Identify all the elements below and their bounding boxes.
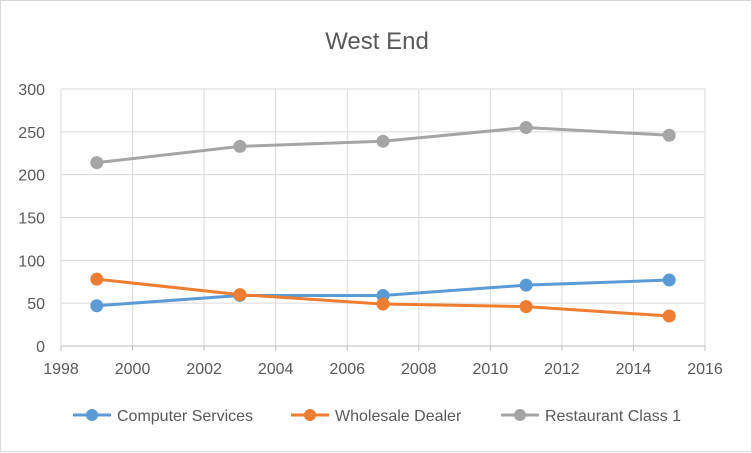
- data-point: [376, 297, 390, 311]
- x-tick-label: 2010: [473, 361, 509, 378]
- data-point: [233, 139, 247, 153]
- data-point: [90, 272, 104, 286]
- x-tick-label: 1998: [43, 361, 79, 378]
- legend-swatch-marker: [304, 409, 316, 421]
- x-tick-label: 2016: [687, 361, 723, 378]
- chart-title: West End: [325, 28, 429, 55]
- legend-swatch-marker: [86, 409, 98, 421]
- x-tick-label: 2006: [329, 361, 365, 378]
- y-tick-label: 200: [18, 168, 45, 185]
- x-tick-label: 2008: [401, 361, 437, 378]
- legend-label: Computer Services: [117, 408, 253, 425]
- data-point: [376, 134, 390, 148]
- data-point: [519, 121, 533, 135]
- legend-item: Restaurant Class 1: [501, 408, 681, 425]
- x-tick-label: 2000: [115, 361, 151, 378]
- y-tick-label: 100: [18, 253, 45, 270]
- y-tick-label: 50: [27, 296, 45, 313]
- data-point: [519, 300, 533, 314]
- series-layer: [90, 121, 676, 323]
- data-point: [90, 156, 104, 170]
- gridlines: [60, 88, 706, 347]
- x-axis: 1998 2000 2002 2004 2006 2008 2010 2012 2014 2016: [43, 345, 723, 378]
- data-point: [662, 273, 676, 287]
- data-point: [519, 278, 533, 292]
- y-tick-label: 150: [18, 211, 45, 228]
- y-axis: 0 50 100 150 200 250 300: [18, 82, 45, 356]
- data-point: [90, 299, 104, 313]
- series-3: [90, 121, 676, 170]
- data-point: [662, 309, 676, 323]
- legend-item: Computer Services: [73, 408, 253, 425]
- legend-label: Wholesale Dealer: [335, 408, 462, 425]
- legend-item: Wholesale Dealer: [291, 408, 462, 425]
- x-tick-label: 2012: [544, 361, 580, 378]
- legend: Computer Services Wholesale Dealer Restaur…: [73, 408, 681, 425]
- y-tick-label: 250: [18, 125, 45, 142]
- data-point: [662, 128, 676, 142]
- y-tick-label: 0: [36, 339, 45, 356]
- y-tick-label: 300: [18, 82, 45, 99]
- data-point: [233, 288, 247, 302]
- x-tick-label: 2014: [616, 361, 652, 378]
- x-tick-label: 2002: [186, 361, 222, 378]
- series-2: [90, 272, 676, 323]
- x-tick-label: 2004: [258, 361, 294, 378]
- legend-label: Restaurant Class 1: [545, 408, 681, 425]
- legend-swatch-marker: [514, 409, 526, 421]
